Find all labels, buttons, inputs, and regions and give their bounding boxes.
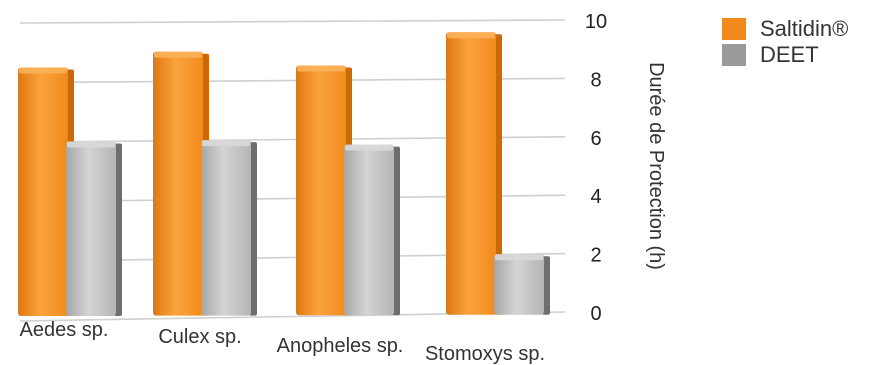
bar-top (19, 67, 67, 74)
bar-top (345, 144, 393, 151)
bar-front (296, 65, 346, 316)
bar-deet-3 (494, 254, 550, 315)
legend-label-deet: DEET (760, 42, 819, 67)
legend-item-deet: DEET (722, 42, 848, 68)
y-tick-label: 0 (590, 303, 601, 325)
legend-label-saltidin: Saltidin® (760, 16, 849, 41)
y-tick-label: 8 (590, 69, 601, 91)
y-tick-label: 10 (585, 11, 607, 33)
bar-front (494, 254, 544, 315)
y-tick-label: 6 (590, 128, 601, 150)
bar-saltidin-0 (18, 67, 74, 316)
bar-top (202, 140, 250, 147)
bar-saltidin-2 (296, 65, 352, 316)
x-tick-label: Anopheles sp. (277, 335, 404, 357)
legend-swatch-deet (722, 44, 746, 66)
y-axis-ticks: 0 2 4 6 8 10 (585, 11, 607, 325)
bar-top (297, 65, 345, 72)
x-axis-labels: Aedes sp. Culex sp. Anopheles sp. Stomoxys … (20, 319, 546, 365)
y-tick-label: 2 (590, 245, 601, 267)
x-tick-label: Culex sp. (158, 326, 241, 348)
bar-front (66, 141, 116, 316)
bar-deet-0 (66, 141, 122, 316)
y-tick-label: 4 (590, 186, 601, 208)
bar-front (446, 32, 496, 315)
bar-top (495, 254, 543, 261)
bar-saltidin-1 (153, 51, 209, 316)
bar-front (344, 144, 394, 316)
bar-front (201, 140, 251, 316)
legend-swatch-saltidin (722, 18, 746, 40)
gridline-10 (19, 19, 566, 24)
bar-front (153, 51, 203, 316)
bar-top (447, 32, 495, 39)
bar-saltidin-3 (446, 32, 502, 315)
bar-deet-2 (344, 144, 400, 316)
x-tick-label: Aedes sp. (20, 319, 109, 341)
bar-top (154, 51, 202, 58)
legend-item-saltidin: Saltidin® (722, 16, 848, 42)
y-axis-title: Durée de Protection (h) (645, 62, 667, 270)
legend: Saltidin® DEET (722, 16, 848, 68)
bars (18, 32, 550, 316)
bar-top (67, 141, 115, 148)
x-tick-label: Stomoxys sp. (425, 343, 545, 365)
bar-deet-1 (201, 140, 257, 316)
bar-front (18, 67, 68, 316)
